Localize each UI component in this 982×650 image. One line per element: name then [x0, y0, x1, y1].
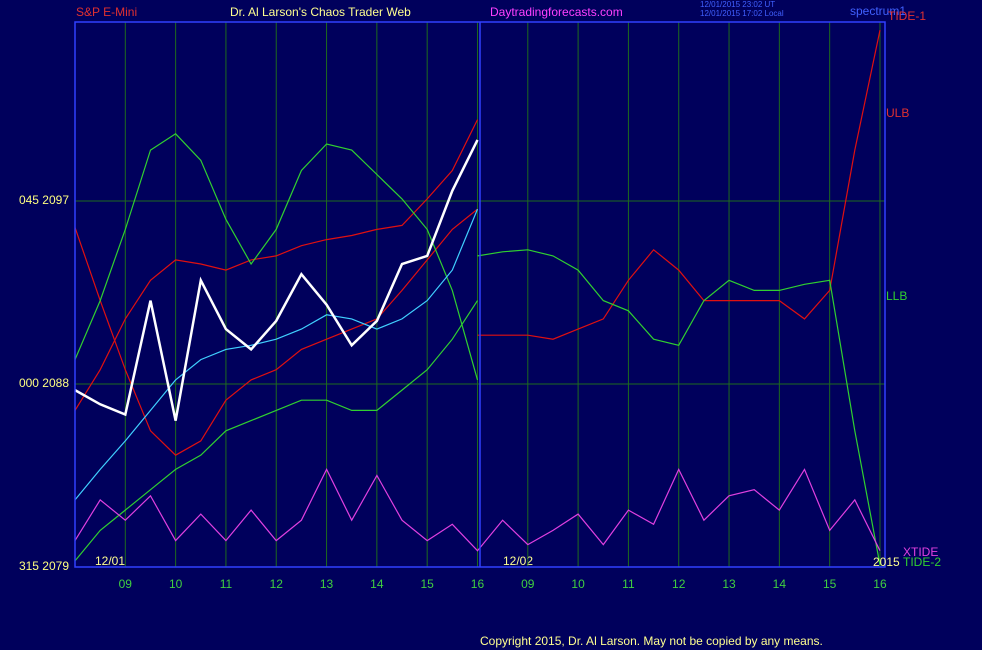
series-line [74, 208, 478, 456]
series-label: 2015 [873, 555, 900, 569]
x-tick-label: 11 [220, 577, 233, 591]
series-label: LLB [886, 289, 907, 303]
watermark: spectrum1 [850, 4, 906, 18]
x-tick-label: 13 [320, 577, 334, 591]
series-line [74, 468, 881, 552]
series-line [74, 119, 479, 411]
x-tick-label: 16 [873, 577, 887, 591]
date-label: 12/01 [95, 554, 125, 568]
grid [75, 22, 885, 568]
y-tick-label: 315 2079 [19, 559, 69, 573]
series-line [477, 29, 881, 340]
series-line [74, 208, 479, 501]
lines [74, 29, 881, 566]
website: Daytradingforecasts.com [490, 5, 623, 19]
series-label: TIDE-1 [888, 9, 926, 23]
x-tick-label: 15 [420, 577, 434, 591]
x-tick-label: 15 [823, 577, 837, 591]
series-label: TIDE-2 [903, 555, 941, 569]
y-tick-label: 000 2088 [19, 376, 69, 390]
y-tick-label: 045 2097 [19, 193, 69, 207]
series-label: ULB [886, 106, 909, 120]
x-tick-label: 09 [119, 577, 133, 591]
symbol: S&P E-Mini [76, 5, 137, 19]
x-tick-label: 11 [622, 577, 635, 591]
date-label: 12/02 [503, 554, 533, 568]
x-tick-label: 13 [722, 577, 736, 591]
x-tick-label: 10 [571, 577, 585, 591]
copyright: Copyright 2015, Dr. Al Larson. May not b… [480, 634, 823, 648]
x-tick-label: 14 [370, 577, 384, 591]
x-tick-label: 12 [270, 577, 284, 591]
x-tick-label: 14 [773, 577, 787, 591]
chart-title: Dr. Al Larson's Chaos Trader Web [230, 5, 411, 19]
series-line [74, 133, 479, 381]
timestamp: 12/01/2015 17:02 Local [700, 9, 784, 18]
x-tick-label: 10 [169, 577, 183, 591]
x-tick-label: 12 [672, 577, 686, 591]
x-tick-label: 09 [521, 577, 535, 591]
timestamp: 12/01/2015 23:02 UT [700, 0, 775, 9]
x-tick-label: 16 [471, 577, 485, 591]
series-line [74, 300, 479, 562]
series-label: XTIDE [903, 545, 938, 559]
series-line [74, 139, 479, 421]
series-line [477, 249, 881, 566]
